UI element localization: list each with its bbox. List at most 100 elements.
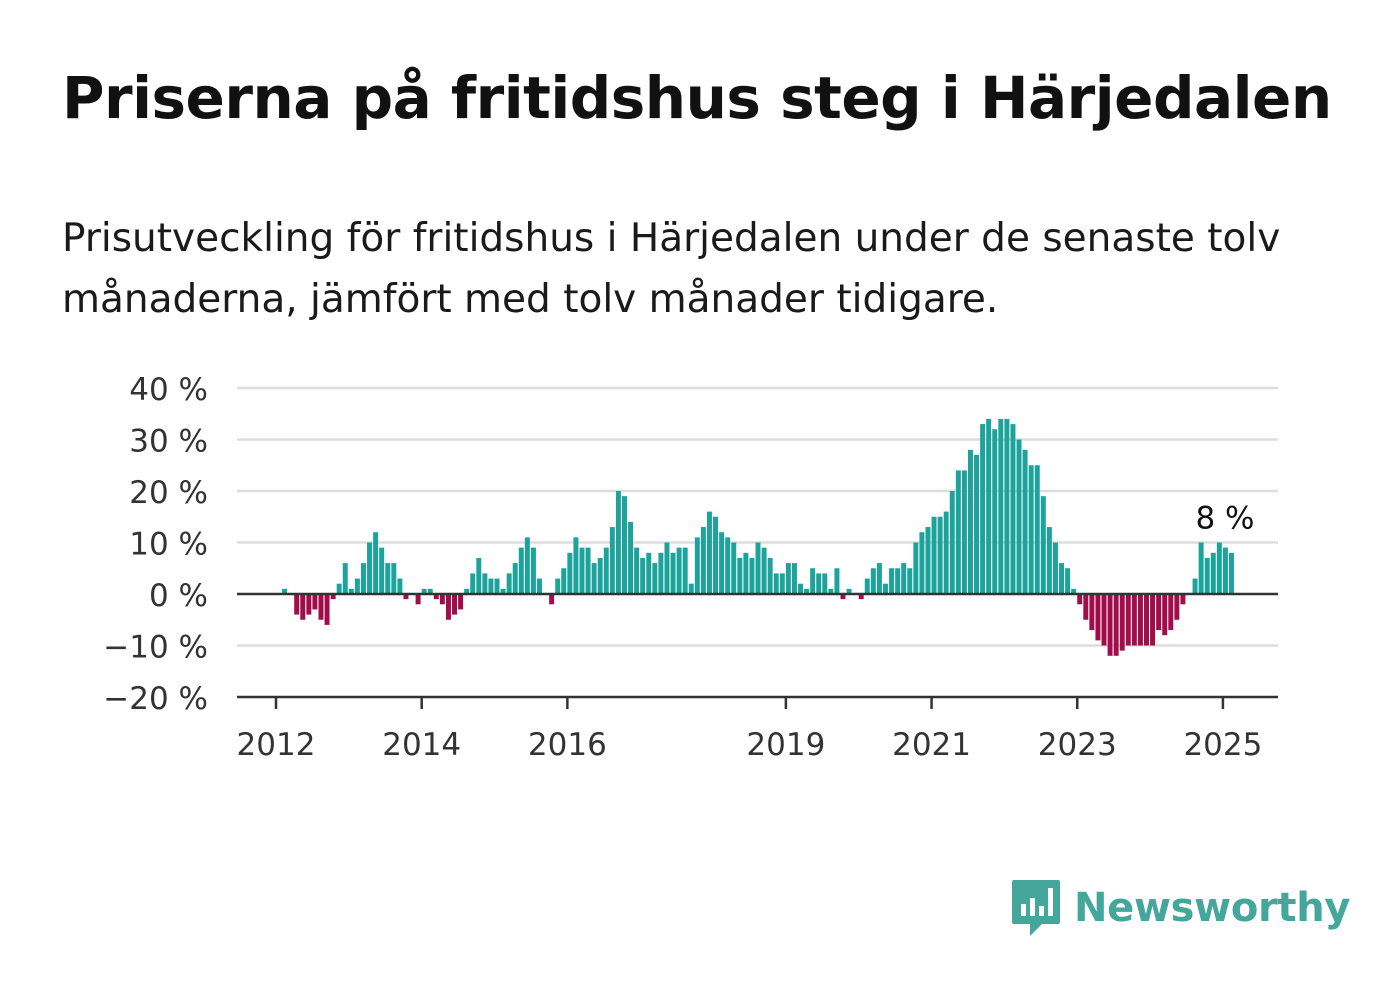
bar bbox=[494, 578, 500, 594]
bar bbox=[591, 563, 597, 594]
bar bbox=[597, 557, 603, 594]
bar bbox=[992, 429, 998, 594]
bar bbox=[919, 532, 925, 594]
bar bbox=[798, 583, 803, 594]
bar bbox=[385, 563, 391, 594]
y-tick-label: 10 % bbox=[129, 527, 208, 563]
bar bbox=[913, 542, 919, 594]
x-tick-label: 2023 bbox=[1038, 727, 1117, 763]
bar bbox=[470, 573, 476, 594]
bar bbox=[318, 594, 324, 620]
bar bbox=[943, 511, 949, 594]
bar bbox=[1192, 578, 1198, 594]
bar bbox=[646, 552, 652, 594]
bar bbox=[634, 547, 640, 594]
bar bbox=[1113, 594, 1119, 656]
bar bbox=[360, 563, 366, 594]
bar bbox=[506, 573, 512, 594]
bar bbox=[403, 594, 409, 600]
bar bbox=[676, 547, 682, 594]
bar bbox=[452, 594, 457, 615]
bar bbox=[348, 588, 354, 594]
bar bbox=[870, 568, 876, 594]
bar bbox=[1210, 552, 1216, 594]
bar bbox=[1107, 594, 1113, 656]
bar bbox=[500, 588, 506, 594]
bar bbox=[1052, 542, 1058, 594]
bar bbox=[391, 563, 397, 594]
bar bbox=[1034, 465, 1040, 594]
bar bbox=[445, 594, 451, 620]
bar bbox=[1016, 439, 1022, 594]
newsworthy-chart-bubble-icon bbox=[1012, 880, 1060, 936]
bar bbox=[628, 521, 634, 594]
bar bbox=[937, 516, 943, 594]
bar bbox=[561, 568, 567, 594]
y-axis-tick-labels: 40 % 30 % 20 % 10 % 0 % −10 % −20 % bbox=[103, 372, 208, 717]
bar bbox=[889, 568, 895, 594]
bar bbox=[1101, 594, 1107, 646]
bar bbox=[949, 491, 955, 594]
bar bbox=[1228, 552, 1234, 594]
bar bbox=[379, 547, 385, 594]
bar bbox=[737, 557, 743, 594]
bar bbox=[883, 583, 888, 594]
y-tick-label: 20 % bbox=[129, 475, 208, 511]
bar bbox=[373, 532, 379, 594]
bar bbox=[342, 563, 348, 594]
bar bbox=[1198, 542, 1204, 594]
x-tick-label: 2019 bbox=[746, 727, 825, 763]
bar bbox=[1131, 594, 1137, 646]
bar bbox=[828, 588, 834, 594]
bar bbox=[773, 573, 779, 594]
bar bbox=[324, 594, 330, 625]
y-tick-label: −20 % bbox=[103, 681, 208, 717]
bar bbox=[834, 568, 840, 594]
bar bbox=[700, 527, 706, 594]
bar bbox=[294, 594, 300, 615]
bar bbox=[682, 547, 688, 594]
bar bbox=[421, 588, 427, 594]
bar bbox=[694, 537, 700, 594]
bar bbox=[864, 578, 870, 594]
bar bbox=[664, 542, 670, 594]
bar bbox=[427, 588, 433, 594]
x-tick-label: 2021 bbox=[892, 727, 971, 763]
axes bbox=[237, 592, 1278, 709]
gridlines bbox=[237, 386, 1278, 647]
bar bbox=[567, 552, 573, 594]
bar bbox=[488, 578, 494, 594]
bar bbox=[336, 583, 342, 594]
bar bbox=[858, 594, 864, 600]
bar bbox=[530, 547, 536, 594]
bar bbox=[312, 594, 318, 610]
bar bbox=[706, 511, 712, 594]
bar bbox=[931, 516, 937, 594]
bar bbox=[573, 537, 579, 594]
bar bbox=[1040, 496, 1046, 594]
bar bbox=[1071, 588, 1077, 594]
bar bbox=[621, 496, 627, 594]
bar bbox=[300, 594, 306, 620]
bar bbox=[804, 588, 810, 594]
bar bbox=[725, 537, 731, 594]
chart-title: Priserna på fritidshus steg i Härjedalen bbox=[62, 64, 1332, 132]
bar bbox=[537, 578, 542, 594]
bar bbox=[1180, 594, 1186, 605]
bar bbox=[785, 563, 791, 594]
y-tick-label: 0 % bbox=[149, 578, 208, 614]
bar bbox=[767, 557, 773, 594]
bar bbox=[846, 588, 852, 594]
bar bbox=[955, 470, 961, 594]
bar bbox=[670, 552, 676, 594]
bar bbox=[1083, 594, 1089, 620]
bar bbox=[433, 594, 439, 600]
newsworthy-logo[interactable]: Newsworthy bbox=[1010, 878, 1351, 938]
bar bbox=[1059, 563, 1064, 594]
bar bbox=[415, 594, 421, 605]
bar bbox=[439, 594, 445, 605]
bar bbox=[961, 470, 967, 594]
bar bbox=[1162, 594, 1168, 636]
brand-name: Newsworthy bbox=[1074, 885, 1351, 931]
bar bbox=[713, 516, 719, 594]
